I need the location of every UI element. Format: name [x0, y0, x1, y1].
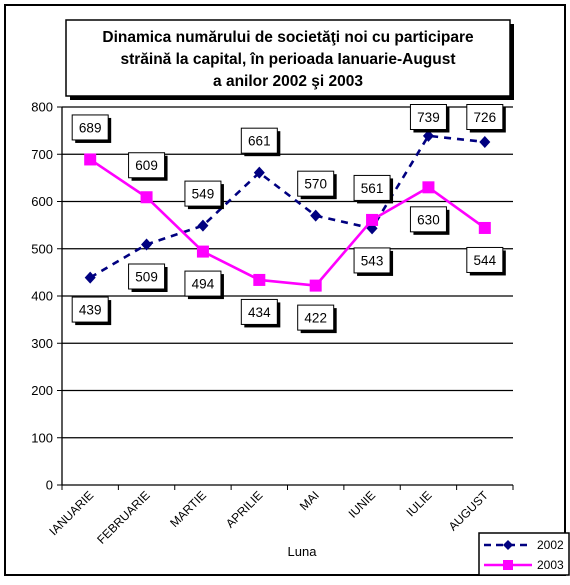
point-2003-ianuarie — [84, 153, 97, 166]
legend-marker-2002 — [503, 540, 513, 550]
point-2003-martie — [196, 245, 209, 258]
point-2003-aprilie — [253, 273, 266, 286]
data-label-2003-iunie-text: 561 — [361, 181, 384, 196]
data-label-2002-mai: 570 — [297, 170, 337, 200]
legend-box — [478, 532, 570, 576]
y-tick-label-200: 200 — [31, 383, 53, 398]
data-label-2002-ianuarie-box — [71, 296, 109, 323]
data-label-2003-august: 544 — [466, 246, 506, 276]
chart-title: Dinamica numărului de societăţi noi cu p… — [65, 19, 514, 100]
data-label-2002-august-text: 726 — [474, 110, 497, 125]
legend-marker-2003 — [503, 560, 513, 570]
point-2002-august — [479, 135, 491, 148]
data-label-2002-iulie-box — [409, 104, 447, 130]
data-label-2003-februarie-text: 609 — [135, 158, 158, 173]
y-tick-label-700: 700 — [31, 147, 53, 162]
series-line-2003 — [89, 158, 486, 287]
y-tick-label-400: 400 — [31, 289, 53, 304]
data-label-2003-aprilie-text: 434 — [248, 305, 271, 320]
data-label-2003-aprilie-box — [240, 298, 278, 325]
title-box — [65, 19, 511, 97]
y-tick-label-0: 0 — [46, 478, 53, 493]
data-label-2002-iunie: 543 — [353, 247, 394, 276]
data-label-2003-ianuarie-box — [71, 114, 109, 141]
legend-label-2003: 2003 — [537, 558, 564, 572]
title-line-2: străină la capital, în perioada Ianuarie… — [120, 51, 455, 68]
series-line-2002 — [89, 134, 485, 279]
data-label-2002-iulie-text: 739 — [417, 110, 440, 125]
data-label-2002-februarie-box — [128, 263, 166, 290]
data-label-2003-ianuarie-text: 689 — [79, 120, 102, 135]
data-labels: 439 509 549 661 570 543 739 726 689 609 494 434 422 5… — [71, 104, 506, 334]
data-label-2002-august-box — [466, 104, 504, 130]
data-label-2002-aprilie: 661 — [240, 127, 281, 157]
data-label-2002-februarie-text: 509 — [135, 269, 158, 284]
legend-item-2002: 2002 — [484, 538, 564, 552]
data-label-2003-iunie-box — [353, 174, 391, 201]
point-2002-februarie — [141, 238, 153, 251]
data-label-2002-august: 726 — [466, 104, 506, 133]
y-tick-label-500: 500 — [31, 241, 53, 256]
data-label-2003-iulie: 630 — [409, 206, 450, 235]
point-2002-aprilie — [253, 166, 265, 179]
data-label-2003-mai-box — [297, 304, 335, 331]
data-label-2002-ianuarie: 439 — [71, 296, 112, 326]
data-label-2003-mai-text: 422 — [304, 311, 327, 326]
x-axis-title: Luna — [288, 544, 318, 559]
data-label-2003-aprilie: 434 — [240, 298, 281, 328]
data-label-2002-martie: 549 — [184, 180, 224, 210]
point-2002-martie — [197, 219, 209, 232]
data-label-2002-mai-box — [297, 170, 335, 197]
data-label-2003-martie: 494 — [184, 270, 224, 300]
data-label-2003-mai: 422 — [297, 304, 337, 334]
point-2002-mai — [310, 209, 322, 222]
data-label-2002-februarie: 509 — [128, 263, 168, 292]
data-label-2002-aprilie-text: 661 — [248, 134, 271, 149]
data-label-2003-august-box — [466, 246, 504, 273]
data-label-2002-iunie-text: 543 — [361, 253, 384, 268]
title-line-3: a anilor 2002 şi 2003 — [213, 73, 363, 90]
point-2003-august — [478, 221, 491, 234]
data-label-2003-februarie-box — [128, 152, 166, 179]
y-tick-label-600: 600 — [31, 194, 53, 209]
data-label-2003-august-text: 544 — [474, 253, 497, 268]
point-2003-iulie — [422, 181, 435, 194]
legend-item-2003: 2003 — [484, 558, 564, 572]
point-2003-februarie — [140, 191, 153, 204]
data-label-2002-martie-text: 549 — [192, 187, 215, 202]
data-label-2003-iulie-box — [409, 206, 447, 233]
data-label-2002-mai-text: 570 — [304, 177, 327, 192]
data-label-2002-martie-box — [184, 180, 222, 207]
y-tick-label-300: 300 — [31, 336, 53, 351]
gridlines — [62, 106, 513, 439]
data-label-2003-iunie: 561 — [353, 174, 394, 204]
data-label-2002-iunie-box — [353, 247, 391, 274]
data-label-2002-iulie: 739 — [409, 104, 450, 133]
legend-label-2002: 2002 — [537, 538, 564, 552]
point-2002-ianuarie — [84, 271, 96, 284]
point-2003-iunie — [366, 213, 379, 226]
data-label-2002-ianuarie-text: 439 — [79, 303, 102, 318]
point-2002-iulie — [422, 129, 434, 142]
data-label-2003-februarie: 609 — [128, 152, 168, 181]
legend: 2002 2003 — [478, 532, 570, 576]
data-label-2003-martie-box — [184, 270, 222, 297]
y-tick-label-800: 800 — [31, 100, 53, 115]
point-2003-mai — [309, 279, 322, 292]
data-label-2003-ianuarie: 689 — [71, 114, 112, 143]
data-label-2003-iulie-text: 630 — [417, 212, 440, 227]
y-tick-label-100: 100 — [31, 430, 53, 445]
data-label-2002-aprilie-box — [240, 127, 278, 154]
data-label-2003-martie-text: 494 — [192, 277, 215, 292]
title-line-1: Dinamica numărului de societăţi noi cu p… — [102, 29, 474, 46]
series — [84, 129, 491, 292]
